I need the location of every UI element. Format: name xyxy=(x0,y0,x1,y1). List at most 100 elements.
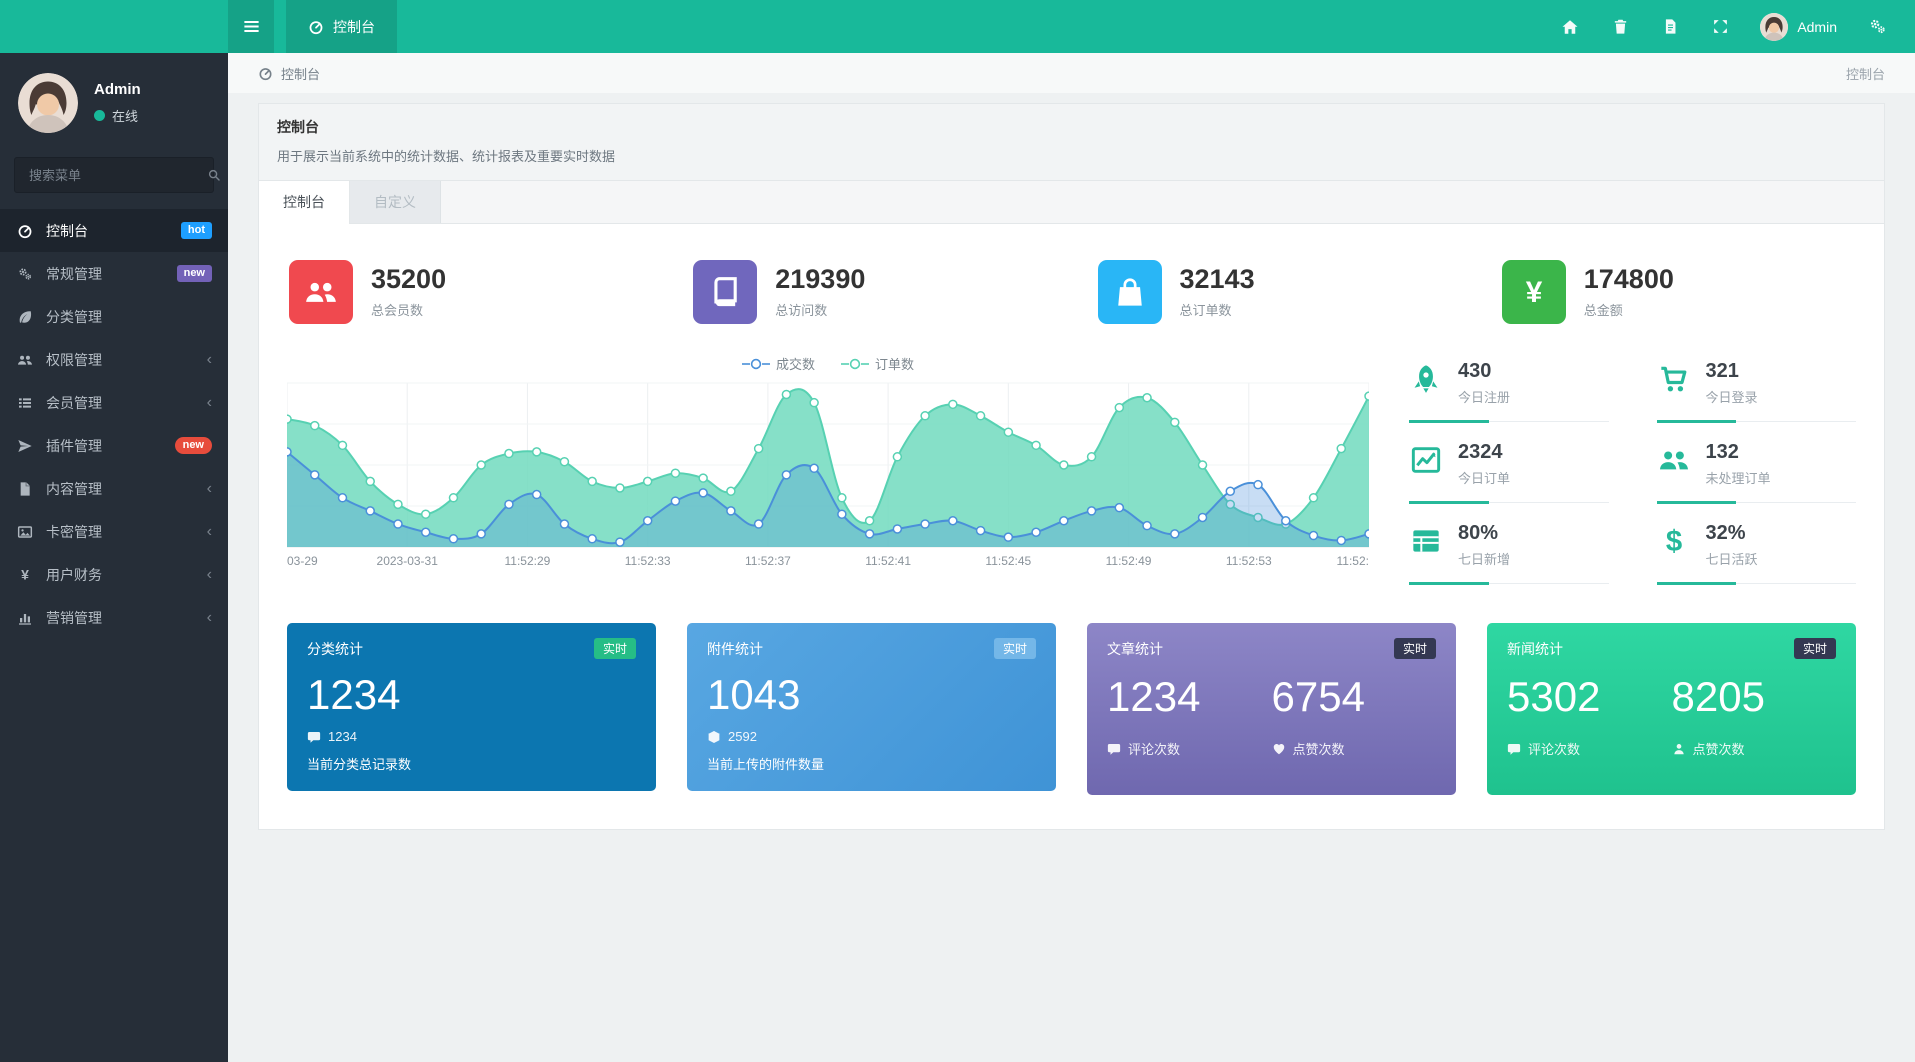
avatar[interactable] xyxy=(18,73,78,133)
sidebar-menu: 控制台 hot 常规管理 new 分类管理 权限管理 ‹ 会员管理 ‹ 插件管理… xyxy=(0,209,228,639)
sidebar-toggle-button[interactable] xyxy=(228,0,274,53)
legend-item-deals[interactable]: 成交数 xyxy=(741,354,815,373)
chevron-left-icon: ‹ xyxy=(206,393,212,411)
card-col-label: 点赞次数 xyxy=(1692,742,1745,758)
sidebar-user-name: Admin xyxy=(94,81,141,98)
users-icon xyxy=(1657,443,1691,477)
sidebar-item-general[interactable]: 常规管理 new xyxy=(0,252,228,295)
search-icon[interactable] xyxy=(207,168,221,182)
card-title: 附件统计 xyxy=(707,640,763,657)
quick-stat-value: 430 xyxy=(1458,360,1492,382)
sidebar-item-plugin[interactable]: 插件管理 new xyxy=(0,424,228,467)
topbar-logo-space xyxy=(0,0,228,53)
chart-bar-icon xyxy=(16,609,33,626)
topbar-username: Admin xyxy=(1797,18,1837,35)
quick-stat-pending-orders: 132 未处理订单 xyxy=(1656,435,1856,504)
dollar-icon xyxy=(1657,524,1691,558)
card-description: 当前上传的附件数量 xyxy=(707,757,825,773)
breadcrumb-label[interactable]: 控制台 xyxy=(281,66,321,82)
hamburger-icon xyxy=(242,17,261,36)
sidebar-item-dashboard[interactable]: 控制台 hot xyxy=(0,209,228,252)
summary-cards-row: 分类统计 实时 1234 1234 当前分类总记录数 附件统计 实时 xyxy=(259,597,1884,795)
card-col-label: 评论次数 xyxy=(1528,742,1581,758)
user-menu[interactable]: Admin xyxy=(1760,12,1837,41)
legend-label: 成交数 xyxy=(775,357,815,372)
panel-tabs: 控制台 自定义 xyxy=(259,181,1884,224)
sidebar-item-label: 分类管理 xyxy=(46,308,102,325)
page-title: 控制台 xyxy=(277,119,319,135)
book-icon xyxy=(693,260,758,324)
legend-marker-icon xyxy=(841,358,869,369)
cart-icon xyxy=(1657,362,1691,396)
topbar-tab-dashboard[interactable]: 控制台 xyxy=(286,0,397,53)
comment-icon xyxy=(307,730,321,744)
settings-gears-icon[interactable] xyxy=(1867,17,1887,37)
sidebar-item-label: 用户财务 xyxy=(46,566,102,583)
card-sub-value: 2592 xyxy=(728,729,757,745)
legend-marker-icon xyxy=(741,358,770,369)
quick-stat-value: 80% xyxy=(1458,522,1499,544)
sidebar-item-finance[interactable]: 用户财务 ‹ xyxy=(0,553,228,596)
realtime-badge: 实时 xyxy=(1393,638,1436,659)
sidebar-item-member[interactable]: 会员管理 ‹ xyxy=(0,381,228,424)
hot-badge: hot xyxy=(180,221,212,240)
line-chart: 03-29 2023-03-31 11:52:29 11:52:33 11:52:37 1… xyxy=(282,382,1374,568)
sidebar-item-category[interactable]: 分类管理 xyxy=(0,295,228,338)
leaf-icon xyxy=(16,308,33,325)
quick-stat-label: 未处理订单 xyxy=(1705,471,1771,486)
sidebar-item-label: 插件管理 xyxy=(46,437,102,454)
accent-underline xyxy=(1656,501,1737,504)
sidebar-item-cardkey[interactable]: 卡密管理 ‹ xyxy=(0,510,228,553)
card-main-value: 1234 xyxy=(307,671,401,718)
stat-value: 219390 xyxy=(775,264,866,295)
quick-stat-value: 132 xyxy=(1705,441,1739,463)
panel-header: 控制台 用于展示当前系统中的统计数据、统计报表及重要实时数据 xyxy=(259,104,1884,181)
realtime-badge: 实时 xyxy=(993,638,1036,659)
heart-icon xyxy=(1272,742,1286,756)
tab-dashboard[interactable]: 控制台 xyxy=(259,181,350,224)
log-icon[interactable] xyxy=(1660,17,1680,37)
search-input[interactable] xyxy=(27,166,207,184)
legend-label: 订单数 xyxy=(875,357,915,372)
svg-text:11:52:49: 11:52:49 xyxy=(1106,554,1152,568)
quick-stats-grid: 430 今日注册 321 今日登录 xyxy=(1409,354,1856,597)
users-icon xyxy=(16,351,33,368)
card-article-stats: 文章统计 实时 1234 评论次数 6754 xyxy=(1087,623,1456,795)
stat-label: 总订单数 xyxy=(1179,302,1232,318)
trash-icon[interactable] xyxy=(1610,17,1630,37)
card-main-value: 5302 xyxy=(1507,673,1601,720)
realtime-badge: 实时 xyxy=(593,638,636,659)
avatar xyxy=(1760,12,1789,41)
stat-label: 总会员数 xyxy=(371,302,424,318)
breadcrumb-right-label: 控制台 xyxy=(1845,66,1885,82)
shopping-bag-icon xyxy=(1097,260,1162,324)
legend-item-orders[interactable]: 订单数 xyxy=(841,354,914,373)
sidebar-item-label: 卡密管理 xyxy=(46,523,102,540)
card-col-label: 点赞次数 xyxy=(1292,742,1345,758)
card-main-value: 1043 xyxy=(707,671,801,718)
realtime-badge: 实时 xyxy=(1793,638,1836,659)
stat-label: 总金额 xyxy=(1583,302,1623,318)
cogs-icon xyxy=(16,265,33,282)
dashboard-icon xyxy=(258,66,273,81)
rocket-icon xyxy=(1409,362,1443,396)
online-status-dot xyxy=(94,110,105,121)
chevron-left-icon: ‹ xyxy=(206,565,212,583)
card-description: 当前分类总记录数 xyxy=(307,757,412,773)
stat-card-orders: 32143 总订单数 xyxy=(1072,250,1476,334)
accent-underline xyxy=(1409,582,1489,585)
card-news-stats: 新闻统计 实时 5302 评论次数 8205 xyxy=(1487,623,1856,795)
quick-stat-label: 今日登录 xyxy=(1705,390,1758,405)
sidebar-item-marketing[interactable]: 营销管理 ‹ xyxy=(0,596,228,639)
sidebar-item-permission[interactable]: 权限管理 ‹ xyxy=(0,338,228,381)
quick-stat-label: 七日新增 xyxy=(1458,552,1511,567)
sidebar-user-block: Admin 在线 xyxy=(0,53,228,149)
fullscreen-icon[interactable] xyxy=(1710,17,1730,37)
sidebar-item-content[interactable]: 内容管理 ‹ xyxy=(0,467,228,510)
sidebar-item-label: 营销管理 xyxy=(46,609,102,626)
sidebar-search xyxy=(14,157,214,193)
accent-underline xyxy=(1409,501,1489,504)
home-icon[interactable] xyxy=(1560,17,1580,37)
tab-custom[interactable]: 自定义 xyxy=(350,181,441,223)
card-title: 分类统计 xyxy=(307,640,363,657)
